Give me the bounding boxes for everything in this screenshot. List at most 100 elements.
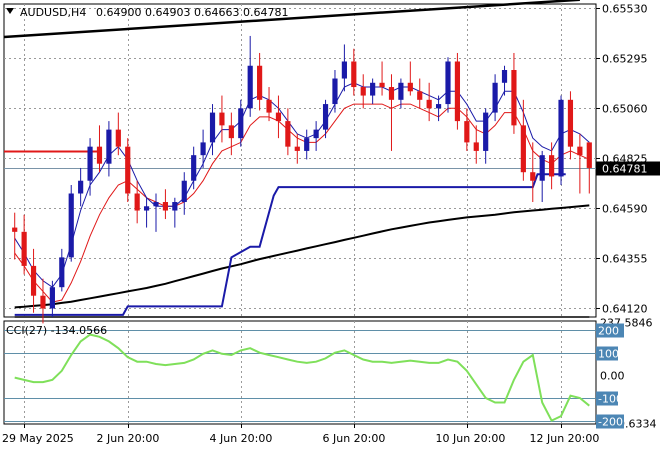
y-tick-label: 0.65295 <box>602 53 648 66</box>
candle <box>539 150 545 203</box>
candle <box>285 108 291 156</box>
candle-body <box>209 112 216 143</box>
candle <box>49 280 55 317</box>
candle-body <box>87 146 93 181</box>
candle-body <box>106 129 112 164</box>
cci-label: CCI(27) -134.0566 <box>6 324 107 337</box>
x-tick-label: 29 May 2025 <box>2 432 74 445</box>
candle <box>200 129 206 168</box>
y-tick-label: 0.65060 <box>602 103 648 116</box>
candle-body <box>483 112 489 151</box>
y-tick-label: 0.64590 <box>602 203 648 216</box>
slow-moving-average-line <box>14 204 590 309</box>
candle-body <box>558 99 564 177</box>
candle <box>558 95 564 185</box>
y-tick-label: 0.65530 <box>602 3 648 16</box>
candle-body <box>473 142 479 151</box>
cci-panel-frame <box>3 320 597 425</box>
candle <box>125 138 131 203</box>
trendline <box>3 0 580 39</box>
candle <box>464 108 470 151</box>
candle-body <box>247 65 253 109</box>
candle-body <box>586 142 592 168</box>
step-support-line <box>14 173 566 316</box>
candle-body <box>125 146 131 194</box>
candle <box>12 212 18 260</box>
candle-body <box>351 61 357 88</box>
candle <box>360 74 366 109</box>
candle-body <box>12 227 18 232</box>
candle-body <box>40 295 46 309</box>
candle <box>483 108 489 164</box>
candle-body <box>96 146 103 164</box>
candle <box>153 193 159 232</box>
cci-tick-label: -100 <box>598 393 623 406</box>
candle <box>351 48 357 96</box>
cci-level-box <box>596 346 618 361</box>
y-tick-label: 0.64120 <box>602 303 648 316</box>
candle-body <box>398 82 404 100</box>
cci-extreme-label: 200 <box>598 325 619 338</box>
candle <box>238 99 244 147</box>
candle <box>96 125 103 173</box>
candle-body <box>172 202 178 211</box>
candle <box>473 125 479 164</box>
candle <box>445 57 451 113</box>
cci-grid <box>3 320 597 425</box>
candle-body <box>501 70 508 83</box>
candle <box>322 99 329 139</box>
candle <box>209 104 216 156</box>
dropdown-triangle-icon[interactable] <box>6 8 14 14</box>
candle <box>426 82 432 122</box>
candle-body <box>454 61 461 122</box>
candle-body <box>426 99 432 109</box>
candle-body <box>115 129 121 147</box>
candle-body <box>21 231 27 266</box>
candle <box>501 65 508 96</box>
candle-body <box>153 202 159 207</box>
candle <box>370 78 376 105</box>
current-price-label: 0.64781 <box>602 163 648 176</box>
candle-body <box>162 202 169 211</box>
candle <box>435 95 442 122</box>
candle-body <box>134 193 140 211</box>
candle-body <box>435 104 442 109</box>
y-tick-label: 0.64355 <box>602 253 648 266</box>
candle-body <box>379 82 385 88</box>
candle-body <box>304 138 310 151</box>
candle <box>511 52 517 134</box>
candle <box>549 142 555 190</box>
candle <box>388 74 395 151</box>
candle-body <box>511 70 517 126</box>
candle <box>577 133 583 194</box>
candle <box>398 78 404 109</box>
x-tick-label: 12 Jun 20:00 <box>530 432 600 445</box>
candle <box>257 52 263 111</box>
candle <box>115 112 121 156</box>
candle-body <box>530 172 536 181</box>
candle-body <box>30 265 37 296</box>
candle <box>294 133 300 164</box>
candle-body <box>539 155 545 181</box>
candle <box>417 78 423 109</box>
candle-body <box>492 82 498 113</box>
candle-body <box>520 125 526 173</box>
price-axis: 0.655300.652950.650600.648250.645900.643… <box>596 3 660 431</box>
candle-body <box>407 82 413 92</box>
candle-body <box>228 125 234 139</box>
cci-extreme-box <box>596 414 624 429</box>
candle-body <box>266 99 272 113</box>
candle-body <box>360 87 366 96</box>
candle <box>530 142 536 203</box>
candle <box>219 95 225 143</box>
candle-body <box>219 112 225 126</box>
candle <box>172 197 178 228</box>
candle-body <box>464 121 470 143</box>
candle-body <box>445 61 451 105</box>
candle-body <box>68 193 74 258</box>
candle-body <box>143 206 150 211</box>
candle <box>454 52 461 130</box>
candle-body <box>341 61 347 79</box>
candle <box>379 61 385 96</box>
